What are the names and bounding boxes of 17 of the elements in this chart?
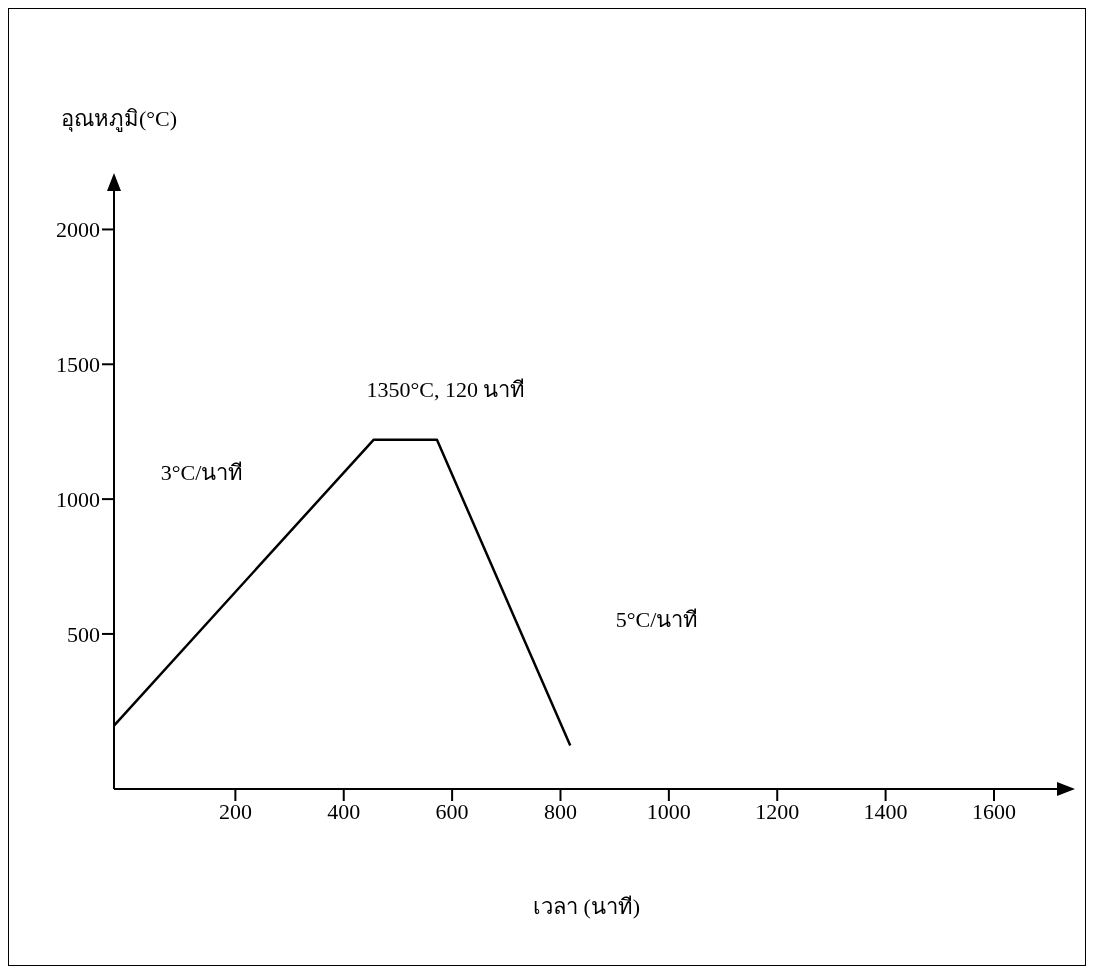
y-tick-label: 500 [67,621,100,647]
annotation: 3°C/นาที [160,458,244,487]
x-tick-label: 400 [327,798,361,824]
x-tick-label: 600 [435,798,469,824]
x-tick-label: 1400 [863,798,908,824]
y-tick-label: 2000 [56,217,100,243]
x-tick-label: 800 [543,798,577,824]
x-axis-title: เวลา (นาที) [531,893,642,921]
y-axis-title: อุณหภูมิ(°C) [61,105,178,134]
y-tick-label: 1000 [56,486,100,512]
x-tick-label: 1200 [755,798,800,824]
x-tick-label: 1600 [971,798,1016,824]
x-tick-label: 1000 [646,798,691,824]
annotation: 5°C/นาที [615,605,699,634]
annotation: 1350°C, 120 นาที [366,375,526,404]
x-tick-label: 200 [218,798,252,824]
y-tick-label: 1500 [56,352,100,378]
